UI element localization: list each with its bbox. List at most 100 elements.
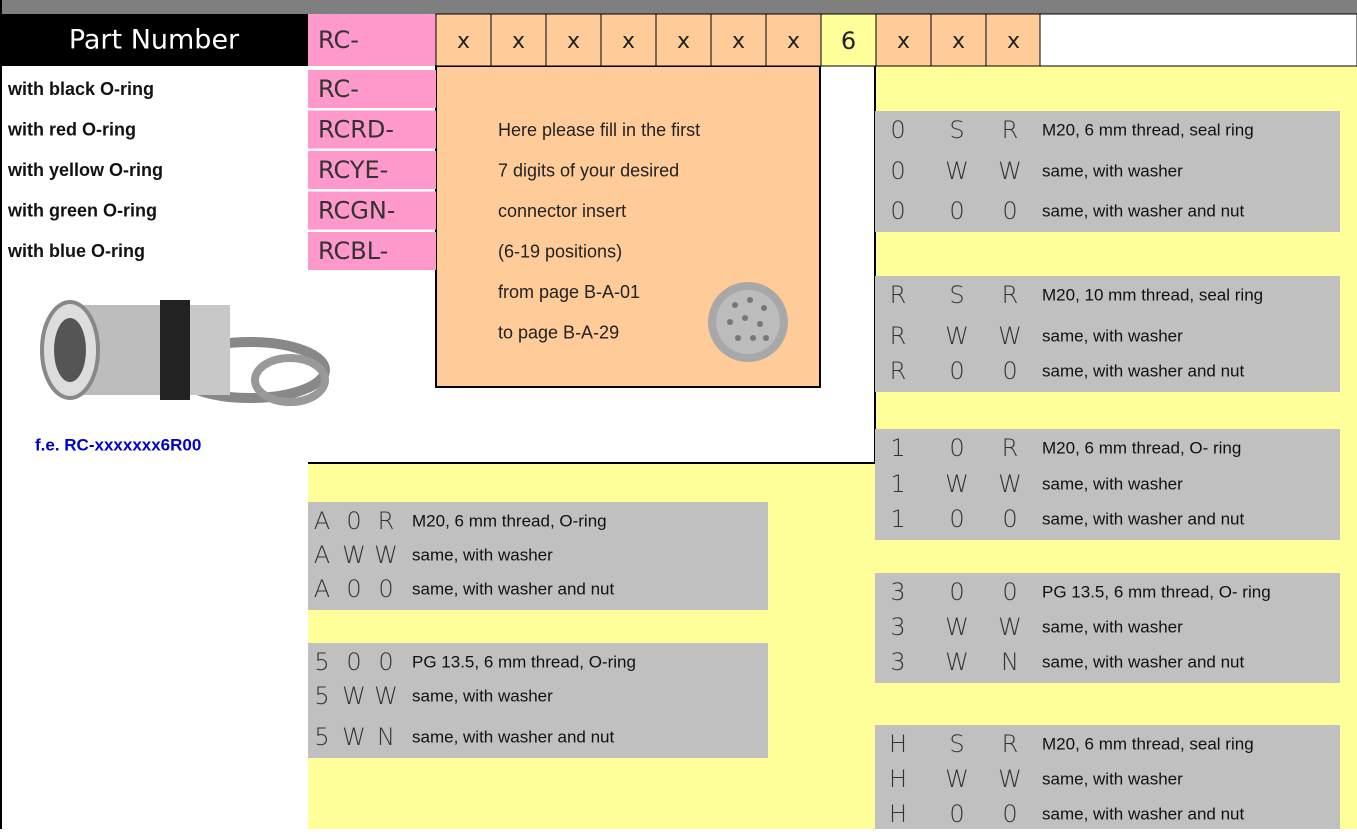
option-code: W xyxy=(945,322,969,350)
option-code: 0 xyxy=(378,575,393,603)
option-code: 0 xyxy=(1002,197,1017,225)
option-code: 5 xyxy=(314,723,329,751)
color-code-cell xyxy=(308,110,436,149)
option-code: H xyxy=(889,730,907,758)
option-code: 1 xyxy=(890,434,905,462)
option-desc: same, with washer and nut xyxy=(1042,652,1244,671)
option-code: R xyxy=(890,281,907,309)
option-code: R xyxy=(890,357,907,385)
option-group xyxy=(875,725,1340,834)
option-code: A xyxy=(314,507,330,535)
option-code: 0 xyxy=(949,357,964,385)
option-code: W xyxy=(945,613,969,641)
option-desc: same, with washer and nut xyxy=(412,579,614,598)
option-code: W xyxy=(374,682,398,710)
color-label: with red O-ring xyxy=(7,119,136,139)
option-code: W xyxy=(945,157,969,185)
option-code: N xyxy=(377,723,395,751)
prefix-cell xyxy=(308,14,436,66)
option-code: 5 xyxy=(314,682,329,710)
option-code: S xyxy=(949,730,964,758)
digit: x xyxy=(952,29,965,54)
option-code: W xyxy=(342,682,366,710)
digit-cell xyxy=(655,13,712,67)
option-desc: same, with washer xyxy=(412,545,553,564)
option-code: 0 xyxy=(949,197,964,225)
digit-cell xyxy=(600,13,657,67)
option-desc: same, with washer and nut xyxy=(1042,804,1244,823)
digit: x xyxy=(1007,29,1020,54)
option-code: A xyxy=(314,541,330,569)
insert-note-line: 7 digits of your desired xyxy=(498,160,679,180)
digit: x xyxy=(622,29,635,54)
option-desc: same, with washer and nut xyxy=(1042,201,1244,220)
digit: 6 xyxy=(841,27,856,55)
option-code: H xyxy=(889,765,907,793)
option-code: R xyxy=(1002,434,1019,462)
option-desc: same, with washer xyxy=(412,686,553,705)
color-label: with yellow O-ring xyxy=(7,160,163,180)
digit: x xyxy=(677,29,690,54)
option-code: 0 xyxy=(949,505,964,533)
color-code-cell xyxy=(308,151,436,189)
digit: x xyxy=(897,29,910,54)
option-code: W xyxy=(945,648,969,676)
option-code: W xyxy=(998,157,1022,185)
color-code-cell xyxy=(308,191,436,230)
option-code: W xyxy=(342,541,366,569)
digit-cell xyxy=(985,13,1042,67)
option-code: 3 xyxy=(890,578,905,606)
color-code: RCBL- xyxy=(318,237,388,265)
option-code: 0 xyxy=(1002,505,1017,533)
example: f.e. RC-xxxxxxx6R00 xyxy=(35,435,201,454)
option-group xyxy=(875,111,1340,232)
color-table xyxy=(0,66,308,272)
option-code: 0 xyxy=(1002,800,1017,828)
option-code: 0 xyxy=(346,507,361,535)
color-code: RCYE- xyxy=(318,156,388,184)
option-desc: same, with washer xyxy=(1042,769,1183,788)
option-code: S xyxy=(949,116,964,144)
option-code: W xyxy=(998,322,1022,350)
option-code: A xyxy=(314,575,330,603)
option-desc: same, with washer xyxy=(1042,161,1183,180)
digit: x xyxy=(512,29,525,54)
color-code: RC- xyxy=(318,75,359,103)
option-code: 0 xyxy=(890,116,905,144)
option-code: 5 xyxy=(314,648,329,676)
color-code-cell xyxy=(308,70,436,108)
option-group xyxy=(875,276,1340,392)
option-desc: same, with washer xyxy=(1042,617,1183,636)
option-code: R xyxy=(1002,730,1019,758)
header-label: Part Number xyxy=(69,25,240,56)
option-code: 0 xyxy=(949,800,964,828)
color-label: with black O-ring xyxy=(7,79,154,99)
option-desc: same, with washer and nut xyxy=(412,727,614,746)
option-code: 0 xyxy=(949,578,964,606)
digit-cell xyxy=(765,13,822,67)
insert-note-line: Here please fill in the first xyxy=(498,120,700,140)
option-desc: same, with washer and nut xyxy=(1042,509,1244,528)
option-code: N xyxy=(1001,648,1019,676)
option-code: R xyxy=(378,507,395,535)
option-desc: same, with washer xyxy=(1042,326,1183,345)
option-code: R xyxy=(1002,116,1019,144)
option-code: 3 xyxy=(890,613,905,641)
option-group xyxy=(308,643,768,758)
digit: x xyxy=(457,29,470,54)
option-code: W xyxy=(998,765,1022,793)
digit-cell xyxy=(710,13,767,67)
blank-cell xyxy=(1039,13,1357,67)
option-group xyxy=(308,502,768,610)
connector-insert-icon xyxy=(708,282,788,362)
top-bar xyxy=(0,0,1357,14)
option-desc: PG 13.5, 6 mm thread, O- ring xyxy=(1042,582,1271,601)
color-code: RCGN- xyxy=(318,197,395,225)
option-code: S xyxy=(949,281,964,309)
option-desc: same, with washer and nut xyxy=(1042,361,1244,380)
option-code: R xyxy=(1002,281,1019,309)
option-code: W xyxy=(945,765,969,793)
option-desc: M20, 6 mm thread, seal ring xyxy=(1042,120,1254,139)
option-code: W xyxy=(998,613,1022,641)
color-code: RCRD- xyxy=(318,116,394,144)
